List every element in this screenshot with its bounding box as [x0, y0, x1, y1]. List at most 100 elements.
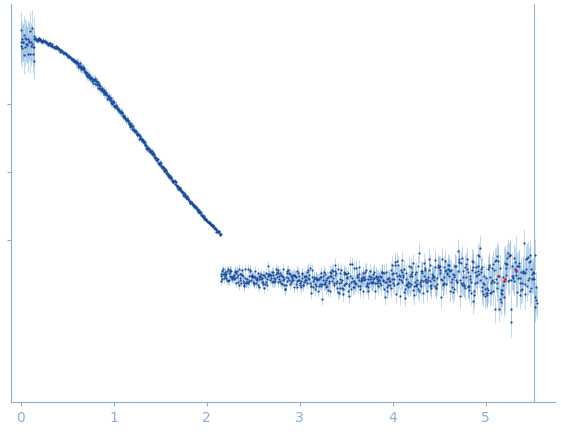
- Point: [450, 274, 459, 281]
- Point: [157, 163, 165, 170]
- Point: [450, 262, 459, 269]
- Point: [293, 277, 302, 284]
- Point: [254, 284, 263, 291]
- Point: [222, 274, 231, 281]
- Point: [362, 279, 371, 286]
- Point: [531, 296, 540, 303]
- Point: [447, 283, 456, 290]
- Point: [214, 229, 223, 236]
- Point: [135, 133, 144, 140]
- Point: [27, 40, 36, 47]
- Point: [319, 269, 328, 276]
- Point: [374, 277, 383, 284]
- Point: [132, 128, 141, 135]
- Point: [24, 35, 33, 42]
- Point: [292, 268, 301, 275]
- Point: [270, 276, 279, 283]
- Point: [275, 270, 284, 277]
- Point: [456, 293, 465, 300]
- Point: [385, 277, 394, 284]
- Point: [36, 37, 45, 44]
- Point: [194, 207, 203, 214]
- Point: [66, 55, 75, 62]
- Point: [116, 109, 125, 116]
- Point: [167, 175, 176, 182]
- Point: [429, 273, 438, 280]
- Point: [355, 264, 364, 271]
- Point: [229, 271, 238, 278]
- Point: [363, 288, 372, 295]
- Point: [84, 73, 93, 80]
- Point: [76, 60, 85, 67]
- Point: [415, 250, 424, 257]
- Point: [495, 264, 504, 271]
- Point: [246, 267, 255, 274]
- Point: [119, 114, 128, 121]
- Point: [532, 299, 541, 306]
- Point: [278, 274, 287, 281]
- Point: [401, 270, 410, 277]
- Point: [102, 90, 111, 97]
- Point: [470, 287, 479, 294]
- Point: [386, 277, 395, 284]
- Point: [184, 197, 193, 204]
- Point: [159, 164, 168, 171]
- Point: [90, 76, 99, 83]
- Point: [30, 32, 39, 39]
- Point: [63, 52, 72, 59]
- Point: [203, 218, 212, 225]
- Point: [49, 44, 58, 51]
- Point: [495, 305, 504, 312]
- Point: [375, 279, 384, 286]
- Point: [423, 274, 432, 281]
- Point: [437, 276, 446, 283]
- Point: [375, 277, 384, 284]
- Point: [477, 268, 486, 275]
- Point: [466, 289, 475, 296]
- Point: [498, 287, 507, 294]
- Point: [321, 284, 330, 291]
- Point: [383, 288, 392, 295]
- Point: [473, 263, 482, 270]
- Point: [458, 282, 467, 289]
- Point: [31, 35, 40, 42]
- Point: [320, 280, 329, 287]
- Point: [280, 282, 289, 289]
- Point: [480, 273, 489, 280]
- Point: [423, 278, 432, 285]
- Point: [227, 274, 236, 281]
- Point: [231, 275, 240, 282]
- Point: [381, 278, 390, 285]
- Point: [519, 267, 528, 274]
- Point: [72, 59, 81, 66]
- Point: [527, 284, 536, 291]
- Point: [82, 72, 91, 79]
- Point: [422, 288, 431, 295]
- Point: [102, 90, 111, 97]
- Point: [178, 188, 187, 195]
- Point: [121, 116, 130, 123]
- Point: [439, 281, 448, 288]
- Point: [113, 107, 122, 114]
- Point: [219, 275, 228, 282]
- Point: [425, 278, 434, 285]
- Point: [62, 51, 71, 58]
- Point: [377, 269, 386, 276]
- Point: [238, 277, 247, 284]
- Point: [417, 267, 426, 274]
- Point: [274, 269, 283, 276]
- Point: [481, 285, 490, 292]
- Point: [231, 279, 240, 286]
- Point: [265, 272, 274, 279]
- Point: [519, 240, 528, 247]
- Point: [411, 279, 420, 286]
- Point: [107, 100, 116, 107]
- Point: [448, 288, 457, 295]
- Point: [148, 151, 157, 158]
- Point: [71, 59, 80, 66]
- Point: [411, 281, 420, 288]
- Point: [117, 109, 126, 116]
- Point: [204, 219, 213, 226]
- Point: [205, 219, 214, 226]
- Point: [456, 277, 465, 284]
